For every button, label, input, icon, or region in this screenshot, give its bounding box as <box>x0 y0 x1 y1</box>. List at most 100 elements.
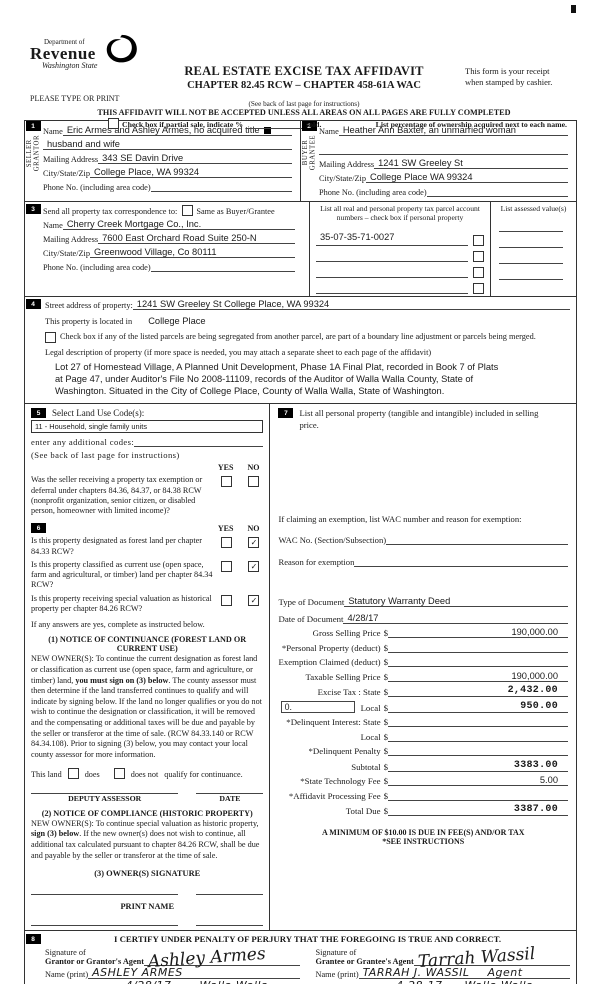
parcel-checkbox <box>473 267 484 279</box>
certification-section: 8 I CERTIFY UNDER PENALTY OF PERJURY THA… <box>25 931 576 984</box>
tax-row-label: *Personal Property (deduct) <box>281 642 381 653</box>
seller-city-value: College Place, WA 99324 <box>94 167 200 177</box>
parcel-checkbox <box>473 283 484 295</box>
see-back-note: (See back of last page for instructions) <box>248 100 360 108</box>
revenue-swirl-icon <box>106 34 137 63</box>
assessor-date-label: DATE <box>219 793 241 803</box>
partial-sale-checkbox <box>108 118 119 129</box>
grantor-signature: Ashley Armes <box>147 944 267 973</box>
buyer-name-label: Name <box>319 127 339 136</box>
parcel-blank <box>316 251 468 263</box>
form-title: REAL ESTATE EXCISE TAX AFFIDAVIT <box>184 64 424 78</box>
buyer-city-value: College Place WA 99324 <box>370 172 473 182</box>
tax-row-value <box>388 642 568 653</box>
buyer-name-value: Heather Ann Baxter, an unmarried woman <box>342 125 516 135</box>
parcel-number-value: 35-07-35-71-0027 <box>320 232 395 243</box>
section-4-badge: 4 <box>25 299 41 310</box>
seller-name-value-2: husband and wife <box>47 139 120 149</box>
tax-column: 7 List all personal property (tangible a… <box>270 404 576 930</box>
no-header: NO <box>247 463 260 473</box>
tax-row-value <box>388 731 568 742</box>
tax-row-value <box>388 656 568 668</box>
buyer-address-value: 1241 SW Greeley St <box>378 158 463 168</box>
print-name-line <box>31 925 179 927</box>
additional-codes-label: enter any additional codes: <box>31 437 135 448</box>
located-in-value: College Place <box>148 316 206 327</box>
assessed-blank <box>499 221 563 233</box>
street-address-value: 1241 SW Greeley St College Place, WA 993… <box>136 299 330 310</box>
yes-header: YES <box>217 463 234 473</box>
land-use-code-value: 11 - Household, single family units <box>31 420 264 434</box>
buyer-phone-label: Phone No. (including area code) <box>319 188 427 197</box>
partial-sale-blank <box>247 128 303 129</box>
correspondence-name-value: Cherry Creek Mortgage Co., Inc. <box>66 219 202 229</box>
located-in-label: This property is located in <box>45 317 133 327</box>
forest-no-checkbox: ✓ <box>248 537 260 549</box>
buyer-side-label: BUYER GRANTEE <box>301 135 316 171</box>
correspondence-name-label: Name <box>43 221 63 230</box>
tax-row-label: Subtotal <box>351 761 381 772</box>
see-back-label: (See back of last page for instructions) <box>31 450 180 461</box>
seller-section: 1 SELLER GRANTOR Name Eric Armes and Ash… <box>25 121 301 201</box>
grantee-name-label: Name (print) <box>315 970 359 980</box>
assessed-values-section: List assessed value(s) <box>491 202 576 296</box>
seller-phone-blank <box>150 181 292 192</box>
notice-compliance-body: NEW OWNER(S): To continue special valuat… <box>31 818 260 860</box>
correspondence-phone-blank <box>150 261 295 272</box>
grantee-name-print: TARRAH J. WASSIL <box>362 966 470 980</box>
assessor-date-line <box>196 792 264 794</box>
tax-row-label: *Affidavit Processing Fee <box>288 790 381 801</box>
owners-signature-label: (3) OWNER(S) SIGNATURE <box>94 869 201 879</box>
legal-description-text: Lot 27 of Homestead Village, A Planned U… <box>55 362 499 397</box>
section-1-badge: 1 <box>25 121 41 131</box>
grantee-date-value: 4-28-17 <box>396 980 442 984</box>
continuation-marker-icon <box>263 127 271 134</box>
seller-phone-label: Phone No. (including area code) <box>43 183 151 192</box>
grantee-city-value: Walla Walla <box>465 980 534 984</box>
street-address-blank <box>386 299 570 311</box>
wac-blank <box>386 534 568 545</box>
seller-name-value: Eric Armes and Ashley Armes, ho acquired… <box>66 125 260 135</box>
doc-type-label: Type of Document <box>278 596 345 607</box>
logo-revenue-text: Revenue <box>30 44 96 63</box>
grantor-date-value: 4/28/17 <box>126 980 172 984</box>
doc-type-value: Statutory Warranty Deed <box>348 595 451 606</box>
please-type-note: PLEASE TYPE OR PRINT <box>30 94 120 103</box>
certify-statement: I CERTIFY UNDER PENALTY OF PERJURY THAT … <box>113 934 502 945</box>
grantee-signature-block: Signature of Grantee or Grantee's Agent … <box>315 944 570 984</box>
section-8-badge: 8 <box>25 934 41 945</box>
owner-signature-line <box>31 894 179 896</box>
segregated-checkbox <box>45 332 56 344</box>
grantee-sig-label: Signature of Grantee or Grantee's Agent <box>315 948 414 967</box>
notice-continuance-title: (1) NOTICE OF CONTINUANCE (FOREST LAND O… <box>48 635 247 654</box>
print-name-label: PRINT NAME <box>120 902 175 912</box>
assessed-blank <box>499 253 563 265</box>
does-checkbox <box>67 767 79 779</box>
sold-label: sold. <box>306 120 322 129</box>
assessed-blank <box>499 237 563 249</box>
print-name-line <box>196 925 264 927</box>
tax-row-value <box>388 790 568 801</box>
current-use-no-checkbox: ✓ <box>248 560 260 572</box>
seller-name-label: Name <box>43 127 63 136</box>
assessed-header: List assessed value(s) <box>500 204 567 213</box>
same-as-buyer-label: Same as Buyer/Grantee <box>196 207 275 216</box>
section-6-badge: 6 <box>31 523 46 534</box>
tax-row-label: Total Due <box>345 806 381 817</box>
correspondence-phone-label: Phone No. (including area code) <box>43 263 151 272</box>
deputy-assessor-label: DEPUTY ASSESSOR <box>68 793 142 803</box>
reason-blank <box>354 556 568 567</box>
deputy-assessor-line <box>31 792 179 794</box>
forest-land-question: Is this property designated as forest la… <box>31 536 202 556</box>
grantee-agent-note: Agent <box>487 966 523 980</box>
historic-property-question: Is this property receiving special valua… <box>31 593 212 613</box>
seller-side-label: SELLER GRANTOR <box>25 135 40 172</box>
form-header: Department of Revenue Washington State R… <box>24 34 577 129</box>
tax-row-value <box>388 745 568 757</box>
seller-exemption-question: Was the seller receiving a property tax … <box>31 475 203 516</box>
grantor-name-label: Name (print) <box>45 970 89 980</box>
qualify-label: qualify for continuance. <box>164 769 243 779</box>
parcel-blank <box>316 283 468 295</box>
exemption-yes-checkbox <box>221 476 233 488</box>
